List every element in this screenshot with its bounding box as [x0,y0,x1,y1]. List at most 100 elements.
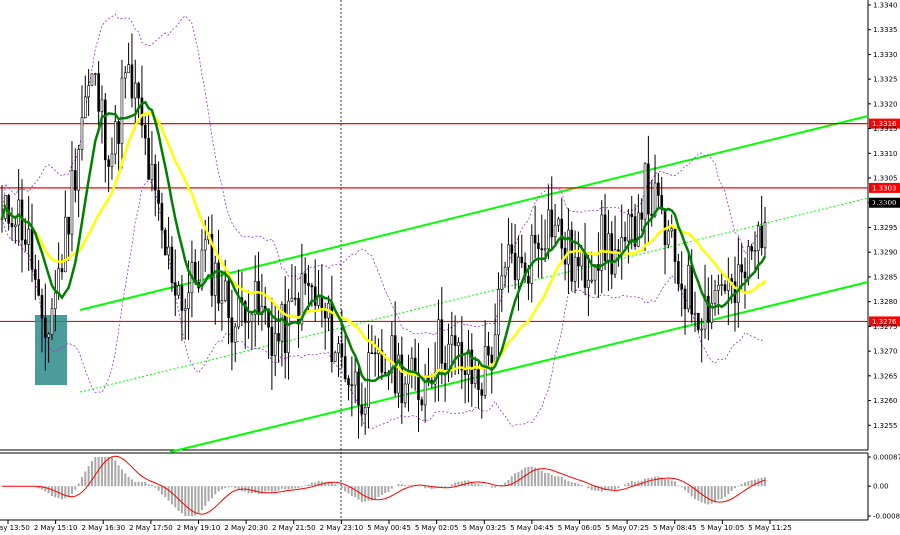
candle-body [540,248,544,251]
candle-body [757,225,760,251]
candle-body [130,64,134,99]
level-price-tag [869,182,900,193]
candle-body [30,228,34,270]
candle-body [293,297,297,300]
osc-tick-label: -0.00089 [873,513,900,521]
candle-body [457,342,460,346]
candle-body [720,284,723,286]
main-price-panel [0,0,869,520]
channel-mid-line [79,197,869,393]
time-tick-label: 2 May 16:30 [81,524,125,532]
candle-body [157,189,160,204]
candle-body [570,229,574,282]
osc-tick-label: 0.00087 [873,454,900,462]
candle-body [737,264,740,303]
candle-body [217,262,220,304]
candle-body [437,319,440,373]
candle-body [483,346,487,396]
candle-body [577,256,580,267]
level-price-tag [869,316,900,327]
price-tick-label: 1.3265 [873,372,898,380]
candle-body [370,352,374,355]
candle-body [10,222,14,227]
price-tick-label: 1.3275 [873,323,898,331]
candle-body [533,235,537,244]
price-tick-label: 1.3335 [873,26,898,34]
candle-body [607,233,610,262]
candle-body [54,292,57,310]
candle-body [64,216,67,273]
bollinger-upper-band [1,13,766,336]
candle-body [707,296,710,323]
time-tick-label: 2 May 19:10 [177,524,221,532]
candle-body [213,262,217,296]
candle-body [353,371,357,386]
candle-body [663,208,667,246]
candle-body [373,352,377,355]
candle-body [610,233,614,275]
candle-body [220,300,224,304]
candle-body [107,159,110,167]
candle-body [687,265,690,310]
candle-body [527,275,530,284]
price-tick-label: 1.3300 [873,199,898,207]
candle-body [667,230,670,246]
candle-body [347,378,350,386]
candle-body [403,383,407,404]
candles [0,33,767,439]
candle-body [137,82,140,99]
candle-body [187,292,190,309]
oscillator: 0.00087 0.00 -0.00089 [2,454,900,521]
candle-body [520,256,524,264]
price-tick-label: 1.3260 [873,397,898,405]
time-tick-label: 2 May 21:50 [272,524,316,532]
candle-body [647,163,650,215]
time-tick-label: 2 May 23:10 [320,524,364,532]
candle-body [637,212,640,247]
candle-body [340,343,344,357]
level-price-label: 1.3276 [872,318,897,326]
candle-body [77,149,80,191]
candle-body [710,302,713,323]
candle-body [680,283,684,290]
candle-body [270,326,274,356]
price-axis: 1.33401.33351.33301.33251.33201.33151.33… [868,1,898,430]
time-tick-label: 5 May 02:05 [415,524,459,532]
candle-body [160,203,164,231]
price-tick-label: 1.3280 [873,298,898,306]
candle-body [753,250,757,252]
candle-body [493,334,497,364]
candle-body [750,246,753,252]
slow-moving-average [0,111,766,379]
price-tick-label: 1.3270 [873,348,898,356]
candle-body [163,229,167,256]
candle-body [603,214,607,262]
channel-lower-line [169,281,869,453]
candle-body [623,236,627,242]
candle-body [133,82,137,99]
time-tick-label: 2 May 17:50 [129,524,173,532]
price-tick-label: 1.3315 [873,125,898,133]
candle-body [477,369,480,390]
candle-body [90,73,94,86]
candle-body [200,249,204,289]
candle-body [83,96,87,119]
candle-body [363,407,367,415]
time-tick-label: 5 May 07:25 [605,524,649,532]
candle-body [497,289,500,336]
osc-signal-line [2,455,766,515]
candle-body [360,404,364,415]
candle-body [673,228,677,262]
fast-moving-average [0,100,767,386]
price-tick-label: 1.3320 [873,100,898,108]
candle-body [313,286,317,306]
time-tick-label: 5 May 06:05 [558,524,602,532]
candle-body [237,297,240,328]
candle-body [420,399,424,406]
candle-body [320,296,324,311]
candle-body [153,163,157,191]
candle-body [653,182,657,217]
candle-body [97,73,100,112]
price-tick-label: 1.3340 [873,1,898,9]
candle-body [553,224,557,238]
